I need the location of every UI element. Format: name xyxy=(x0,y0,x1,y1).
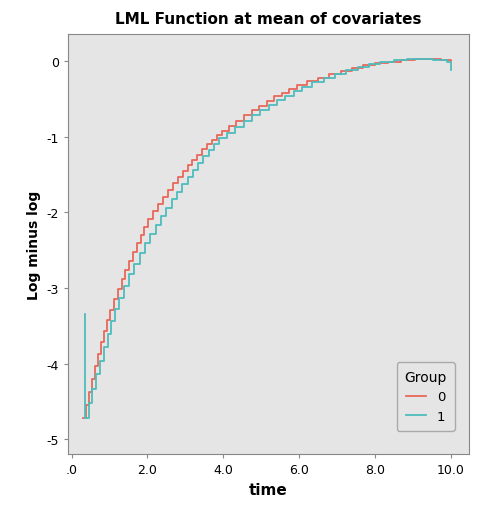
1 xyxy=(448,68,454,74)
1 xyxy=(97,358,103,364)
Title: LML Function at mean of covariates: LML Function at mean of covariates xyxy=(115,12,422,27)
Line: 1: 1 xyxy=(85,60,451,418)
Y-axis label: Log minus log: Log minus log xyxy=(27,190,41,299)
0 xyxy=(249,108,255,114)
1 xyxy=(417,57,423,63)
0 xyxy=(425,57,431,63)
Legend: 0, 1: 0, 1 xyxy=(397,362,455,431)
0 xyxy=(279,90,285,96)
0 xyxy=(80,415,86,421)
1 xyxy=(257,108,263,114)
1 xyxy=(82,415,88,421)
0 xyxy=(448,59,454,65)
0 xyxy=(122,267,128,273)
0 xyxy=(338,69,344,75)
X-axis label: time: time xyxy=(249,482,288,497)
1 xyxy=(241,118,246,124)
1 xyxy=(164,205,169,211)
Line: 0: 0 xyxy=(83,60,451,418)
0 xyxy=(411,57,417,63)
1 xyxy=(404,57,410,63)
1 xyxy=(195,161,201,167)
0 xyxy=(126,258,132,264)
